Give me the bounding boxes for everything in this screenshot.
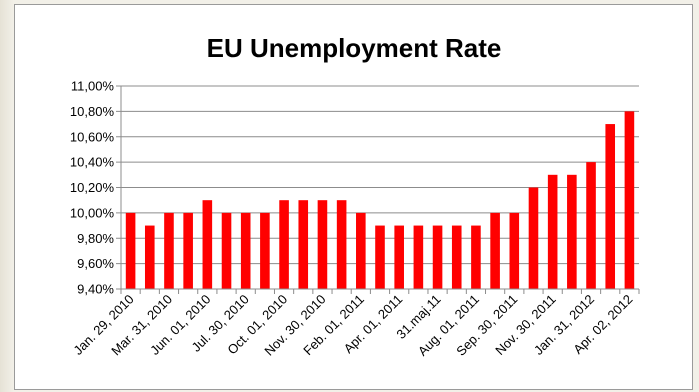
bar [260,212,270,289]
bar [221,212,232,289]
y-tick-label: 10,40% [70,155,115,170]
y-axis-ticks: 9,40% 9,60% 9,80% 10,00% 10,20% 10,40% 10,60% 1… [70,79,115,297]
bar [432,225,443,289]
y-tick-label: 9,80% [77,231,114,246]
chart-title: EU Unemployment Rate [207,33,502,63]
bar [375,225,385,289]
bar [164,212,174,289]
bar [356,212,366,289]
y-tick-label: 10,20% [70,180,115,195]
bar [624,111,635,289]
y-tick-label: 10,80% [70,104,115,119]
y-tick-label: 9,60% [77,256,114,271]
bars [125,111,635,289]
bar [144,225,155,289]
bar [317,200,328,289]
bar [394,225,404,289]
bar [298,200,309,289]
chart-area: EU Unemployment Rate 9,40% 9,60% 9,80% 10,0… [70,33,640,359]
bar [528,187,539,289]
y-tick-label: 9,40% [77,282,114,297]
axes [116,85,640,294]
bar [183,212,193,289]
bar [279,200,289,289]
bar [202,200,213,289]
background-strip [0,0,14,392]
bar [586,162,596,289]
bar [490,212,500,289]
bar [413,225,424,289]
bar [605,124,616,289]
bar [471,225,481,289]
chart-frame: EU Unemployment Rate 9,40% 9,60% 9,80% 10,0… [14,4,693,390]
bar [240,212,251,289]
bar [125,212,136,289]
bar [336,200,347,289]
y-tick-label: 10,60% [70,129,115,144]
bar [567,174,577,289]
y-tick-label: 11,00% [71,79,115,94]
y-tick-label: 10,00% [70,205,115,220]
bar [509,212,520,289]
bar [547,174,558,289]
bar [451,225,462,289]
